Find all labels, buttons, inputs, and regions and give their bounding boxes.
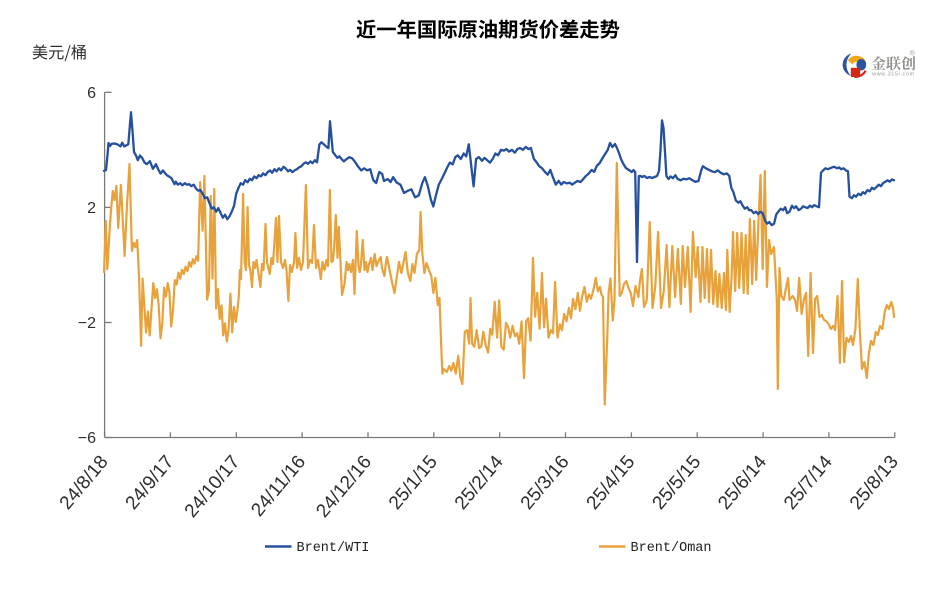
svg-text:®: ® [910, 49, 916, 58]
svg-text:Brent/WTI: Brent/WTI [297, 541, 370, 556]
svg-text:−6: −6 [78, 430, 96, 447]
svg-text:6: 6 [87, 85, 96, 102]
svg-text:Brent/Oman: Brent/Oman [631, 541, 712, 556]
svg-text:www.315i.com: www.315i.com [871, 72, 915, 78]
svg-text:2: 2 [87, 200, 96, 217]
svg-text:−2: −2 [78, 315, 96, 332]
